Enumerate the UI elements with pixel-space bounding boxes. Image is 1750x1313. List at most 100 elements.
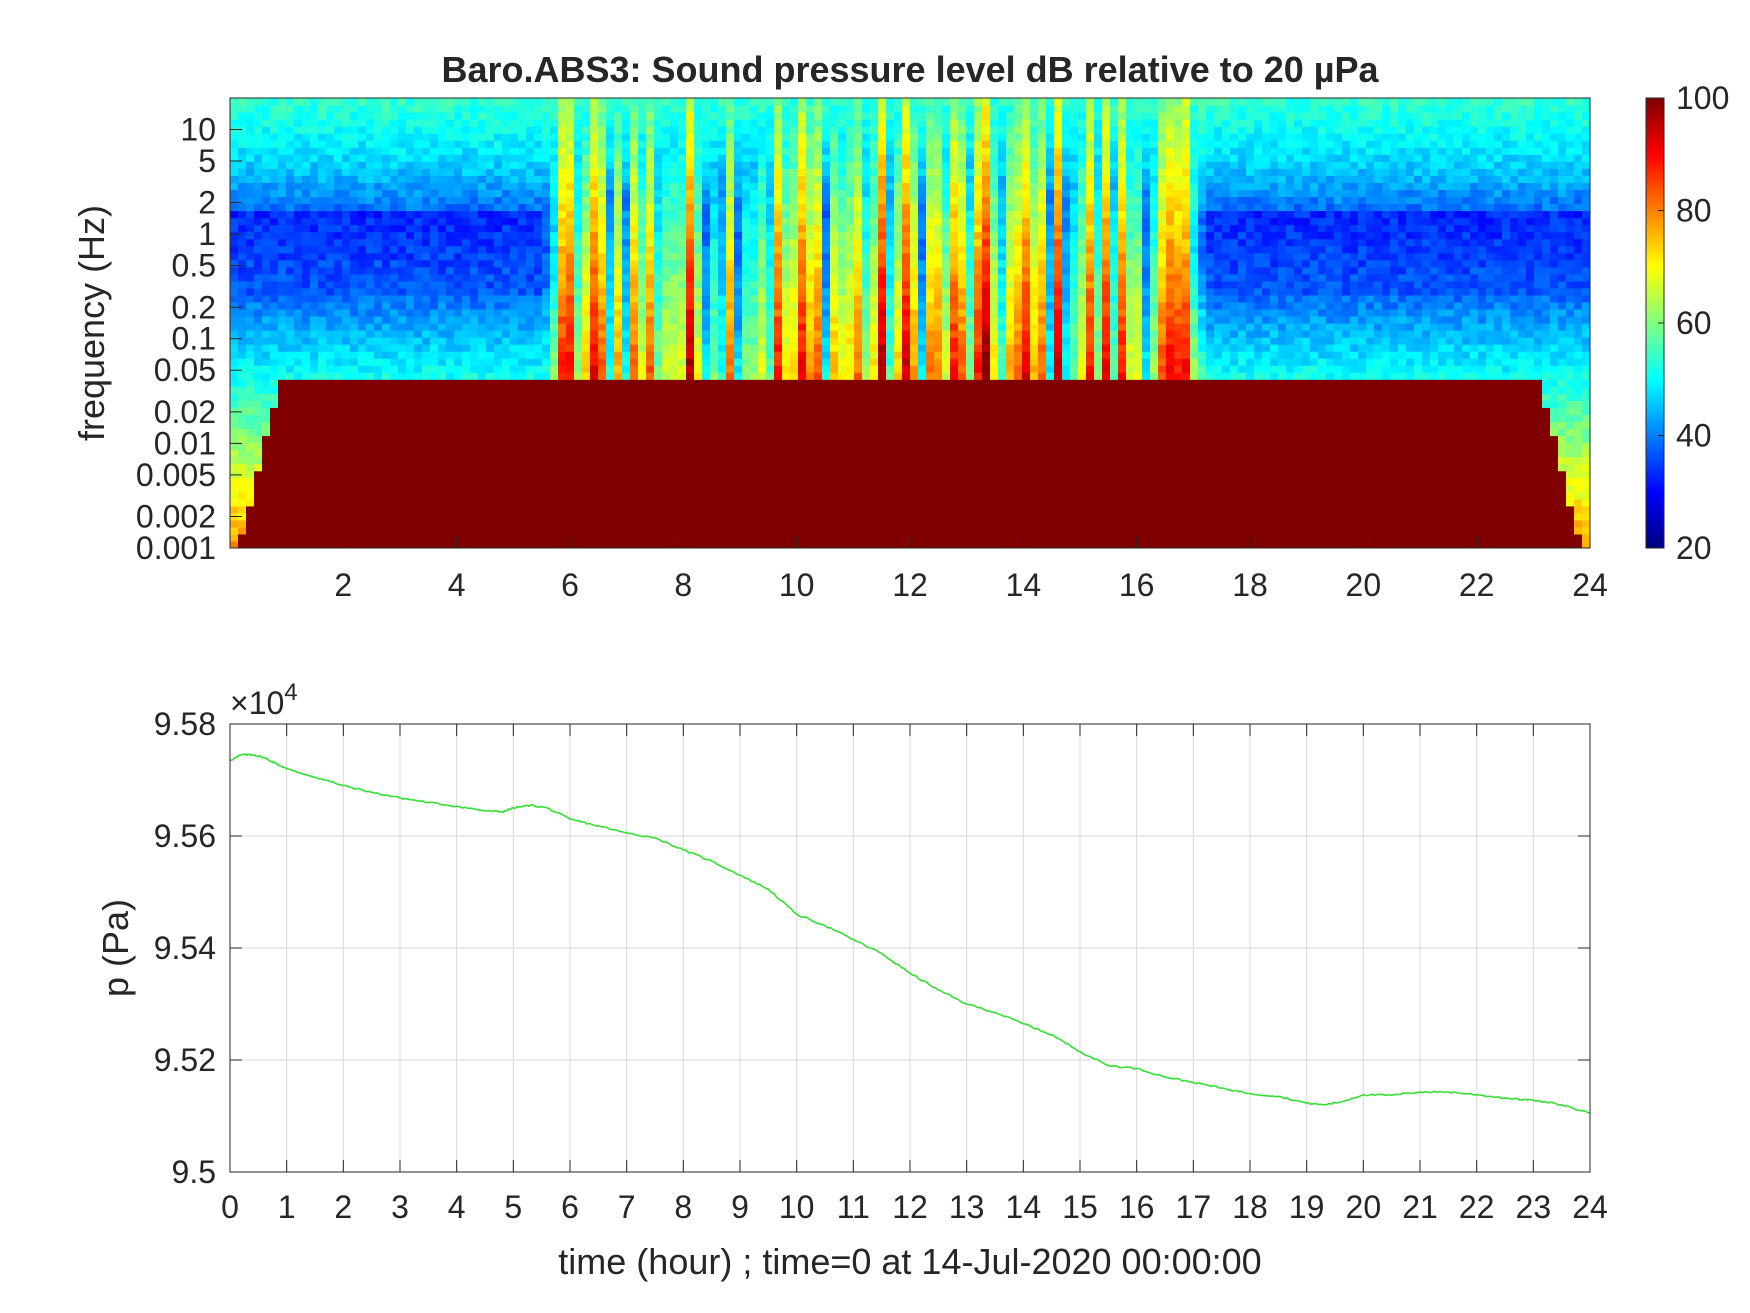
spectrogram-cell (622, 470, 631, 479)
spectrogram-cell (718, 505, 727, 514)
spectrogram-cell (646, 245, 655, 254)
spectrogram-cell (710, 449, 719, 458)
spectrogram-cell (342, 217, 351, 226)
spectrogram-cell (486, 140, 495, 148)
spectrogram-cell (310, 526, 319, 535)
spectrogram-cell (526, 365, 535, 373)
spectrogram-cell (478, 196, 487, 205)
spectrogram-cell (230, 140, 239, 148)
spectrogram-cell (614, 330, 623, 338)
spectrogram-cell (278, 315, 287, 324)
spectrogram-cell (262, 442, 271, 451)
spectrogram-cell (254, 217, 263, 226)
spectrogram-cell (430, 484, 439, 493)
spectrogram-cell (478, 463, 487, 472)
spectrogram-cell (758, 98, 767, 106)
spectrogram-cell (622, 393, 631, 401)
spectrogram-cell (326, 175, 335, 183)
spectrogram-cell (702, 224, 711, 233)
spectrogram-cell (254, 119, 263, 127)
spectrogram-cell (678, 379, 687, 387)
spectrogram-cell (422, 358, 431, 366)
spectrogram-cell (630, 344, 639, 352)
spectrogram-cell (838, 154, 847, 162)
spectrogram-cell (526, 287, 535, 296)
spectrogram-cell (278, 456, 287, 465)
spectrogram-cell (846, 224, 855, 233)
spectrogram-cell (758, 337, 767, 345)
spectrogram-cell (358, 238, 367, 247)
spectrogram-cell (390, 526, 399, 535)
spectrogram-cell (446, 407, 455, 416)
spectrogram-cell (366, 112, 375, 120)
spectrogram-cell (734, 231, 743, 240)
spectrogram-cell (350, 533, 359, 542)
spectrogram-cell (278, 210, 287, 219)
spectrogram-cell (582, 512, 591, 521)
spectrogram-cell (774, 98, 783, 106)
spectrogram-cell (846, 393, 855, 401)
spectrogram-cell (390, 407, 399, 416)
spectrogram-cell (478, 112, 487, 120)
spectrogram-cell (390, 126, 399, 134)
spectrogram-cell (614, 147, 623, 155)
spectrogram-cell (510, 463, 519, 472)
spectrogram-cell (638, 372, 647, 380)
spectrogram-cell (558, 372, 567, 380)
spectrogram-cell (790, 280, 799, 289)
spectrogram-cell (846, 421, 855, 430)
spectrogram-cell (814, 393, 823, 401)
spectrogram-cell (374, 98, 383, 106)
spectrogram-cell (302, 203, 311, 212)
spectrogram-cell (686, 358, 695, 366)
spectrogram-cell (278, 386, 287, 394)
spectrogram-cell (502, 119, 511, 127)
spectrogram-cell (302, 442, 311, 451)
spectrogram-cell (742, 365, 751, 373)
spectrogram-cell (830, 189, 839, 198)
spectrogram-cell (542, 435, 551, 444)
spectrogram-cell (678, 400, 687, 408)
spectrogram-cell (510, 266, 519, 275)
spectrogram-cell (702, 428, 711, 437)
spectrogram-cell (358, 224, 367, 233)
spectrogram-cell (710, 491, 719, 500)
spectrogram-cell (462, 526, 471, 535)
spectrogram-cell (478, 456, 487, 465)
spectrogram-cell (254, 512, 263, 521)
spectrogram-cell (510, 98, 519, 106)
spectrogram-cell (590, 526, 599, 535)
spectrogram-cell (270, 210, 279, 219)
spectrogram-cell (678, 442, 687, 451)
spectrogram-cell (662, 259, 671, 268)
spectrogram-cell (726, 477, 735, 486)
spectrogram-cell (262, 154, 271, 162)
spectrogram-cell (614, 372, 623, 380)
spectrogram-cell (670, 161, 679, 169)
spectrogram-cell (710, 154, 719, 162)
spectrogram-cell (830, 266, 839, 275)
spectrogram-cell (398, 512, 407, 521)
spectrogram-cell (230, 238, 239, 247)
spectrogram-cell (374, 245, 383, 254)
spectrogram-cell (390, 210, 399, 219)
spectrogram-cell (438, 224, 447, 233)
spectrogram-cell (582, 358, 591, 366)
spectrogram-cell (814, 344, 823, 352)
spectrogram-cell (654, 98, 663, 106)
spectrogram-cell (798, 245, 807, 254)
spectrogram-cell (438, 477, 447, 486)
spectrogram-cell (454, 266, 463, 275)
spectrogram-cell (374, 315, 383, 324)
spectrogram-cell (238, 533, 247, 542)
spectrogram-cell (454, 217, 463, 226)
spectrogram-cell (406, 491, 415, 500)
spectrogram-cell (350, 540, 359, 548)
spectrogram-cell (622, 238, 631, 247)
spectrogram-cell (718, 98, 727, 106)
spectrogram-cell (758, 189, 767, 198)
spectrogram-cell (270, 287, 279, 296)
spectrogram-cell (334, 393, 343, 401)
spectrogram-cell (814, 323, 823, 331)
spectrogram-cell (350, 477, 359, 486)
